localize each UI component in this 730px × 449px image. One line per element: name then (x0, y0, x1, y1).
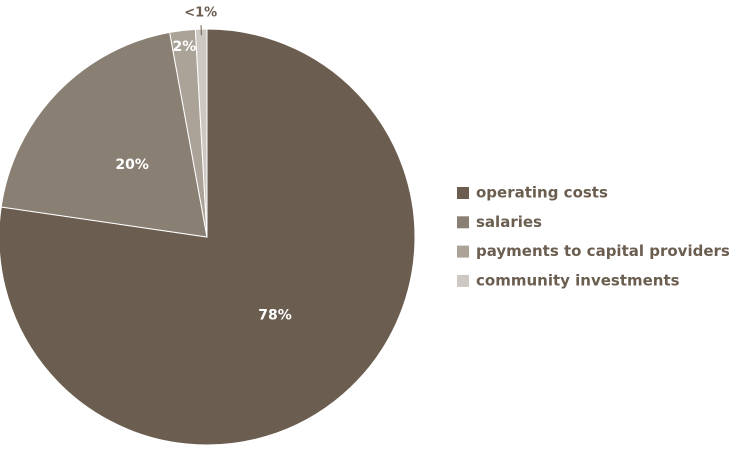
legend-label: operating costs (476, 184, 608, 202)
data-label: 20% (115, 157, 149, 173)
data-label: 2% (173, 39, 197, 55)
legend-label: community investments (476, 271, 680, 289)
legend-swatch (457, 187, 469, 199)
legend-label: payments to capital providers (476, 242, 730, 260)
legend-swatch (457, 216, 469, 228)
legend-swatch (457, 275, 469, 287)
legend-label: salaries (476, 213, 542, 231)
data-label: <1% (184, 6, 217, 21)
data-label: 78% (258, 308, 292, 324)
legend-swatch (457, 246, 469, 258)
